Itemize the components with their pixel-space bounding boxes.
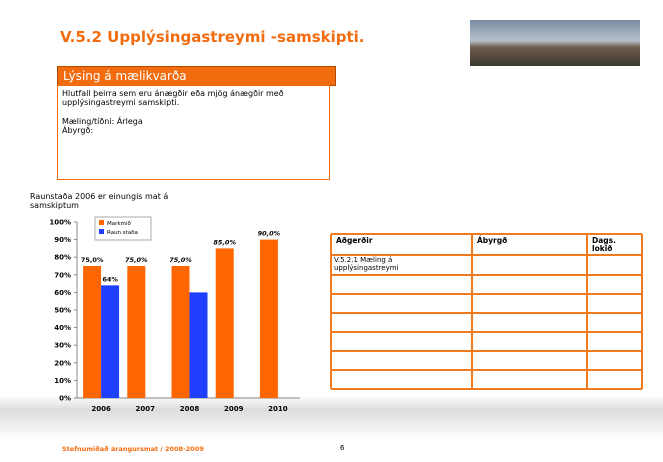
x-tick-label: 2008 [180, 405, 200, 413]
legend-label: Raun staða [107, 230, 138, 236]
y-tick-label: 90% [54, 236, 71, 244]
table-header: Aðgerðir [336, 236, 373, 245]
bar [190, 292, 208, 398]
page-number: 6 [340, 444, 344, 452]
legend-label: Markmið [107, 221, 131, 227]
y-tick-label: 0% [59, 395, 71, 403]
y-tick-label: 40% [54, 324, 71, 332]
y-tick-label: 20% [54, 359, 71, 367]
bar [83, 266, 101, 398]
bar [216, 248, 234, 398]
y-tick-label: 80% [54, 254, 71, 262]
y-tick-label: 50% [54, 307, 71, 315]
x-tick-label: 2009 [224, 405, 244, 413]
value-label: 90,0% [258, 230, 281, 238]
y-tick-label: 10% [54, 377, 71, 385]
x-tick-label: 2010 [268, 405, 288, 413]
bar [172, 266, 190, 398]
value-label: 64% [102, 275, 118, 283]
x-tick-label: 2007 [136, 405, 156, 413]
value-label: 75,0% [81, 256, 104, 264]
x-tick-label: 2006 [91, 405, 111, 413]
y-tick-label: 100% [49, 219, 71, 227]
y-tick-label: 70% [54, 271, 71, 279]
footer: Stefnumiðað árangursmat / 2008-2009 [62, 445, 204, 453]
bar [101, 285, 119, 398]
value-label: 75,0% [125, 256, 148, 264]
slide: V.5.2 Upplýsingastreymi -samskipti. Lýsi… [0, 0, 663, 462]
legend-swatch [99, 220, 104, 225]
value-label: 75,0% [169, 256, 192, 264]
bar [260, 240, 278, 398]
value-label: 85,0% [213, 238, 236, 246]
table-header: Dags.lokið [592, 236, 616, 253]
legend-swatch [99, 229, 104, 234]
bar [127, 266, 145, 398]
y-tick-label: 60% [54, 289, 71, 297]
chart: 0% 10% 20% 30% 40% 50% 60% 70% 80% 90% 100% 2006 75,… [0, 0, 663, 462]
table-header: Ábyrgð [477, 236, 507, 245]
y-tick-label: 30% [54, 342, 71, 350]
